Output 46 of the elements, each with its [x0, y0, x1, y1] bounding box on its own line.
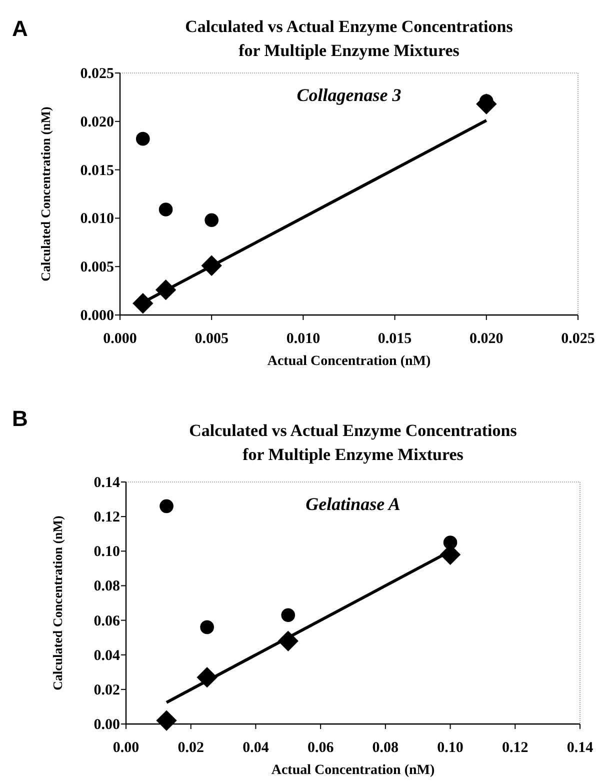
x-tick-label: 0.015 — [378, 331, 412, 347]
x-tick-label: 0.02 — [178, 740, 204, 756]
y-tick-label: 0.02 — [94, 682, 120, 698]
y-tick-label: 0.025 — [80, 66, 114, 82]
x-tick-label: 0.00 — [112, 740, 140, 756]
y-tick-label: 0.04 — [94, 648, 120, 664]
point — [160, 499, 174, 514]
x-tick-label: 0.14 — [566, 740, 594, 756]
point — [158, 202, 173, 216]
y-tick-label: 0.14 — [94, 475, 120, 491]
x-tick-label: 0.010 — [286, 331, 320, 347]
y-tick-label: 0.08 — [94, 578, 120, 595]
x-tick-label: 0.025 — [561, 331, 595, 347]
y-axis-title: Calculated Concentration (nM) — [38, 106, 53, 282]
y-tick-label: 0.12 — [94, 510, 120, 526]
y-tick-label: 0.020 — [80, 114, 114, 130]
y-tick-label: 0.10 — [94, 544, 120, 560]
y-tick-label: 0.005 — [80, 260, 114, 276]
chart-title: Calculated vs Actual Enzyme Concentrations for Multiple Enzyme Mixtures — [185, 17, 514, 60]
point — [281, 608, 296, 622]
text: B — [12, 406, 28, 431]
y-tick-label: 0.010 — [80, 211, 114, 228]
annotation: Collagenase 3 — [296, 85, 402, 105]
point — [204, 213, 219, 228]
y-tick-label: 0.015 — [80, 162, 114, 179]
y-axis-title: Calculated Concentration (nM) — [50, 516, 65, 690]
x-tick-label: 0.04 — [242, 740, 270, 756]
x-axis-title: Actual Concentration (nM) — [267, 354, 431, 369]
x-tick-label: 0.020 — [470, 331, 504, 347]
point — [156, 710, 177, 731]
y-tick-label: 0.000 — [80, 308, 114, 324]
point — [476, 94, 497, 114]
x-tick-label: 0.005 — [194, 331, 228, 347]
x-tick-label: 0.06 — [307, 740, 334, 756]
chart-title: Calculated vs Actual Enzyme Concentrations for Multiple Enzyme Mixtures — [189, 421, 518, 464]
y-tick-label: 0.00 — [94, 717, 120, 733]
x-tick-label: 0.12 — [502, 740, 528, 756]
text: A — [12, 16, 28, 41]
point — [132, 293, 154, 314]
y-tick-label: 0.06 — [94, 613, 120, 630]
x-tick-label: 0.10 — [437, 740, 464, 756]
x-axis-title: Actual Concentration (nM) — [271, 763, 435, 778]
x-tick-label: 0.08 — [372, 740, 399, 756]
point — [136, 132, 150, 146]
point — [200, 620, 214, 634]
annotation: Gelatinase A — [306, 494, 400, 514]
